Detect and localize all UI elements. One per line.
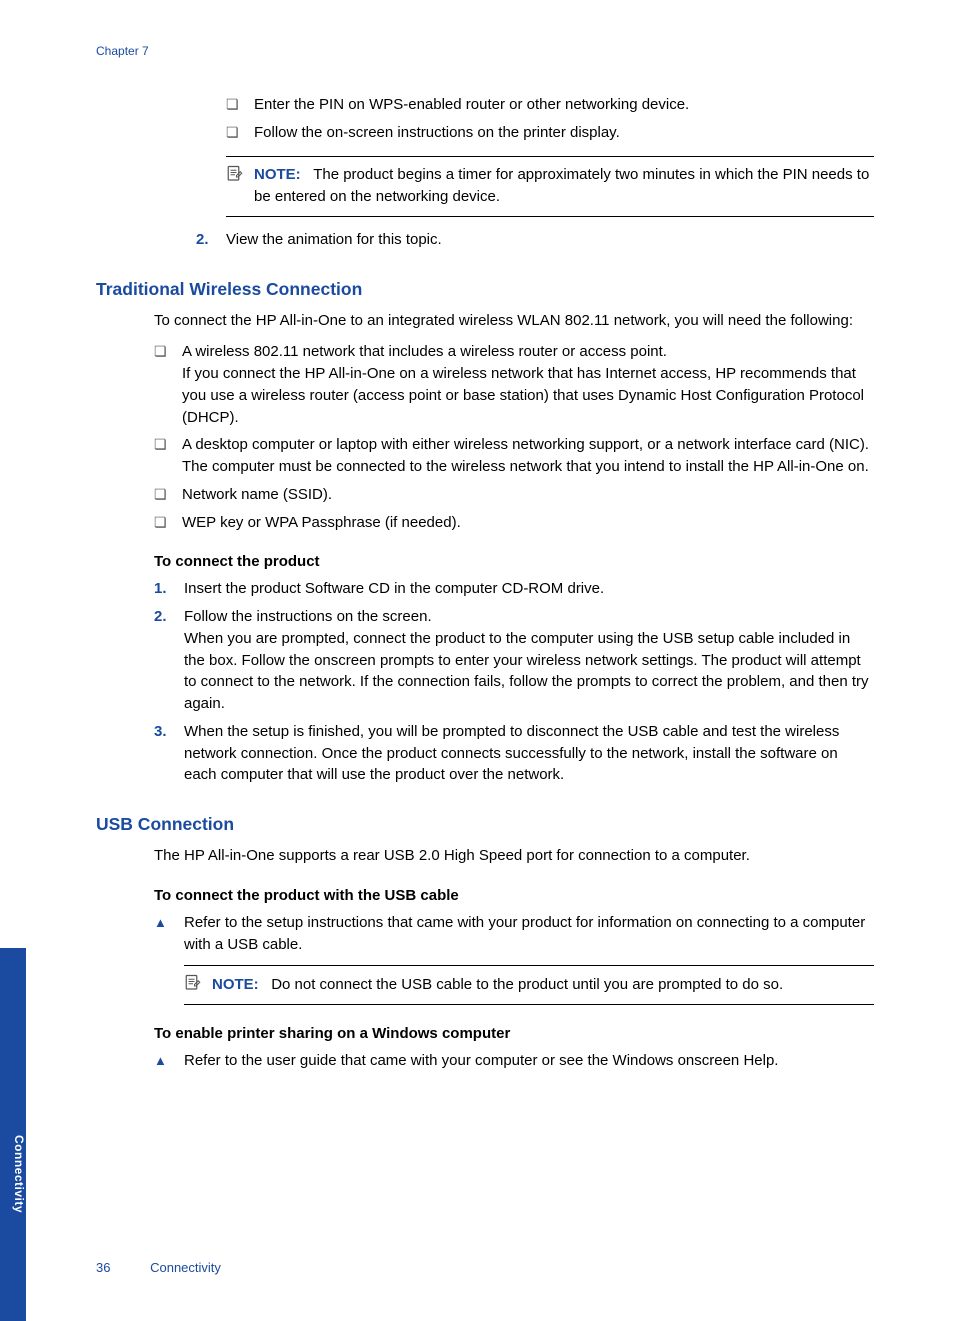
square-bullet-icon: [154, 512, 182, 534]
usb-share-step: Refer to the user guide that came with y…: [96, 1050, 874, 1072]
note-spacer: [263, 976, 271, 993]
usb-share-text: Refer to the user guide that came with y…: [184, 1050, 874, 1072]
pin-bullet: Enter the PIN on WPS-enabled router or o…: [154, 94, 874, 116]
requirement-item: A wireless 802.11 network that includes …: [96, 341, 874, 428]
page-number: 36: [96, 1260, 110, 1275]
step-number: 2.: [154, 606, 184, 715]
requirement-text: A desktop computer or laptop with either…: [182, 434, 874, 478]
step-number: 1.: [154, 578, 184, 600]
connect-product-heading: To connect the product: [96, 553, 874, 570]
footer-section: Connectivity: [150, 1260, 221, 1275]
usb-tri-text: Refer to the setup instructions that cam…: [184, 912, 874, 956]
step-text: Follow the instructions on the screen.Wh…: [184, 606, 874, 715]
note-body: The product begins a timer for approxima…: [254, 166, 869, 205]
note-icon: [184, 974, 212, 996]
pin-continued-block: Enter the PIN on WPS-enabled router or o…: [96, 94, 874, 251]
pin-bullet-text: Enter the PIN on WPS-enabled router or o…: [254, 94, 689, 116]
triangle-bullet-icon: [154, 1050, 184, 1072]
usb-intro: The HP All-in-One supports a rear USB 2.…: [96, 845, 874, 867]
step-item: 2. Follow the instructions on the screen…: [154, 606, 874, 715]
requirement-text: A wireless 802.11 network that includes …: [182, 341, 874, 428]
usb-note-wrap: NOTE: Do not connect the USB cable to th…: [96, 965, 874, 1005]
step-text: View the animation for this topic.: [226, 229, 874, 251]
page-content: Chapter 7 Enter the PIN on WPS-enabled r…: [0, 0, 954, 1118]
note-text: [305, 166, 313, 183]
note-block: NOTE: Do not connect the USB cable to th…: [184, 965, 874, 1005]
traditional-steps: 1. Insert the product Software CD in the…: [96, 578, 874, 786]
square-bullet-icon: [154, 434, 182, 478]
step-number: 2.: [196, 229, 226, 251]
square-bullet-icon: [226, 94, 254, 116]
note-body: Do not connect the USB cable to the prod…: [271, 976, 783, 993]
usb-connect-heading: To connect the product with the USB cabl…: [96, 887, 874, 904]
usb-tri-step: Refer to the setup instructions that cam…: [96, 912, 874, 956]
square-bullet-icon: [154, 341, 182, 428]
requirement-text: Network name (SSID).: [182, 484, 874, 506]
square-bullet-icon: [226, 122, 254, 144]
note-label: NOTE:: [254, 166, 301, 183]
triangle-bullet-icon: [154, 912, 184, 956]
note-icon: [226, 165, 254, 187]
step-number: 3.: [154, 721, 184, 786]
step-text: When the setup is finished, you will be …: [184, 721, 874, 786]
requirement-item: A desktop computer or laptop with either…: [96, 434, 874, 478]
traditional-heading: Traditional Wireless Connection: [96, 279, 874, 300]
note-block: NOTE: The product begins a timer for app…: [226, 156, 874, 217]
note-label: NOTE:: [212, 976, 259, 993]
side-tab-label: Connectivity: [0, 1135, 26, 1213]
step-item: 3. When the setup is finished, you will …: [154, 721, 874, 786]
continued-step: 2. View the animation for this topic.: [154, 229, 874, 251]
pin-bullet: Follow the on-screen instructions on the…: [154, 122, 874, 144]
requirement-item: Network name (SSID).: [96, 484, 874, 506]
chapter-header: Chapter 7: [96, 44, 874, 58]
usb-share-heading: To enable printer sharing on a Windows c…: [96, 1025, 874, 1042]
requirement-text: WEP key or WPA Passphrase (if needed).: [182, 512, 874, 534]
step-item: 1. Insert the product Software CD in the…: [154, 578, 874, 600]
requirement-item: WEP key or WPA Passphrase (if needed).: [96, 512, 874, 534]
step-text: Insert the product Software CD in the co…: [184, 578, 874, 600]
usb-heading: USB Connection: [96, 814, 874, 835]
pin-bullet-text: Follow the on-screen instructions on the…: [254, 122, 620, 144]
traditional-intro: To connect the HP All-in-One to an integ…: [96, 310, 874, 332]
square-bullet-icon: [154, 484, 182, 506]
page-footer: 36 Connectivity: [96, 1260, 221, 1275]
